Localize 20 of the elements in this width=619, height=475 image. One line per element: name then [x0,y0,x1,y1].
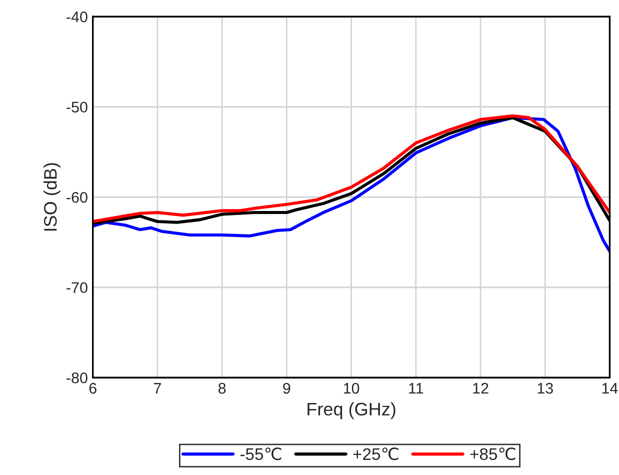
y-tick-label: -50 [66,102,88,113]
x-tick-label: 9 [283,382,290,394]
x-tick-label: 13 [538,382,553,394]
x-tick-label: 7 [154,383,161,394]
x-tick-label: 11 [409,383,424,394]
y-tick-label: -60 [66,192,88,203]
legend-label: -55℃ [240,448,282,460]
y-axis-title: ISO (dB) [44,163,60,231]
x-tick-label: 10 [344,382,360,394]
y-tick-label: -70 [66,282,88,294]
x-tick-label: 14 [602,383,618,394]
line-series [92,116,610,253]
x-tick-label: 8 [218,382,226,394]
x-tick-label: 12 [473,382,488,394]
y-tick-label: -80 [66,372,88,384]
legend-label: +25℃ [353,448,398,460]
x-tick-label: 6 [89,382,96,394]
x-axis-title: Freq (GHz) [308,402,396,420]
y-tick-label: -40 [66,11,88,22]
legend-label: +85℃ [470,448,516,460]
